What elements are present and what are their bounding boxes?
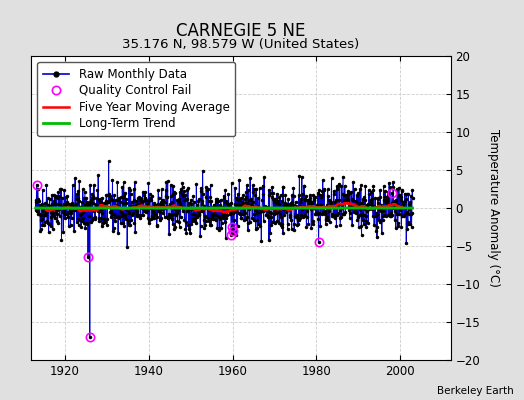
Text: Berkeley Earth: Berkeley Earth xyxy=(437,386,514,396)
Text: CARNEGIE 5 NE: CARNEGIE 5 NE xyxy=(177,22,305,40)
Text: 35.176 N, 98.579 W (United States): 35.176 N, 98.579 W (United States) xyxy=(123,38,359,51)
Legend: Raw Monthly Data, Quality Control Fail, Five Year Moving Average, Long-Term Tren: Raw Monthly Data, Quality Control Fail, … xyxy=(37,62,235,136)
Y-axis label: Temperature Anomaly (°C): Temperature Anomaly (°C) xyxy=(487,129,500,287)
